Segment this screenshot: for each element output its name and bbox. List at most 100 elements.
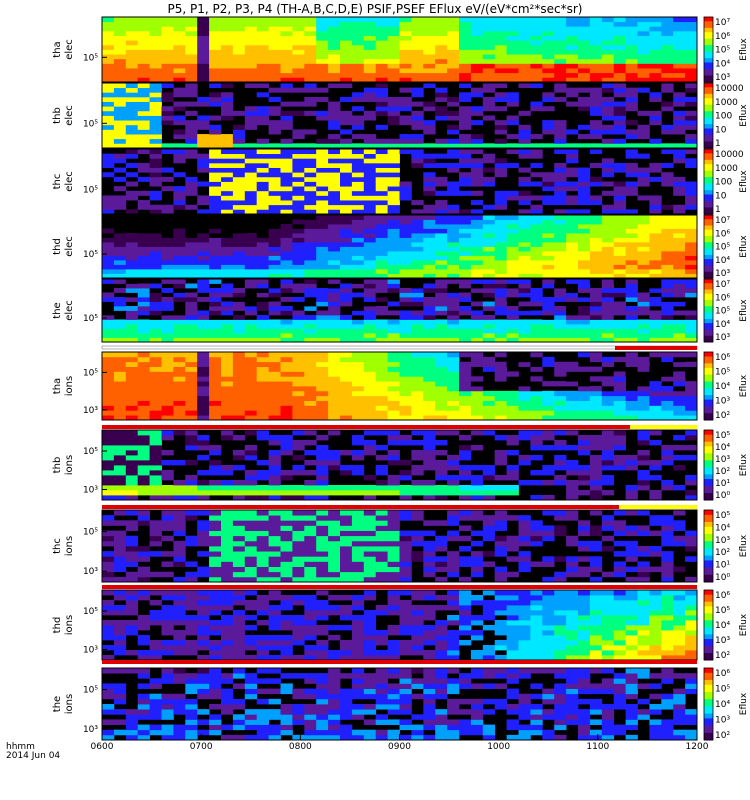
heatmap-cell: [268, 475, 281, 481]
heatmap-cell: [387, 480, 400, 486]
heatmap-cell: [447, 269, 460, 274]
heatmap-cell: [232, 333, 246, 338]
heatmap-cell: [459, 546, 472, 552]
status-bar-red: [615, 346, 697, 350]
heatmap-cell: [185, 255, 198, 261]
heatmap-cell: [578, 251, 591, 256]
heatmap-cell: [530, 58, 543, 64]
colorbar-segment: [704, 460, 713, 464]
heatmap-cell: [256, 44, 269, 50]
colorbar-segment: [704, 497, 713, 501]
heatmap-cell: [506, 415, 519, 421]
heatmap-cell: [601, 455, 615, 461]
heatmap-cell: [554, 430, 567, 436]
heatmap-cell: [149, 172, 162, 178]
heatmap-cell: [161, 520, 174, 526]
heatmap-cell: [387, 158, 400, 164]
heatmap-cell: [113, 260, 127, 265]
heatmap-cell: [649, 209, 662, 215]
heatmap-cell: [256, 390, 269, 397]
heatmap-cell: [125, 124, 139, 130]
heatmap-cell: [304, 68, 317, 74]
heatmap-cell: [292, 255, 305, 261]
heatmap-cell: [161, 209, 174, 215]
heatmap-cell: [209, 77, 222, 83]
heatmap-cell: [506, 120, 519, 126]
heatmap-cell: [304, 356, 317, 363]
heatmap-cell: [280, 83, 293, 89]
heatmap-cell: [125, 319, 139, 325]
heatmap-cell: [613, 110, 626, 116]
heatmap-cell: [459, 415, 472, 421]
heatmap-cell: [661, 260, 674, 265]
heatmap-cell: [566, 381, 579, 387]
heatmap-cell: [459, 58, 472, 64]
heatmap-cell: [411, 21, 424, 27]
heatmap-cell: [601, 490, 615, 496]
heatmap-cell: [209, 143, 222, 149]
heatmap-cell: [494, 571, 507, 578]
colorbar-segment: [704, 327, 713, 330]
heatmap-cell: [113, 237, 127, 243]
heatmap-cell: [447, 167, 460, 173]
heatmap-cell: [256, 195, 269, 201]
heatmap-cell: [637, 87, 650, 93]
heatmap-cell: [221, 153, 234, 159]
heatmap-cell: [221, 251, 234, 256]
heatmap-cell: [506, 190, 519, 196]
heatmap-cell: [387, 556, 400, 562]
heatmap-cell: [328, 269, 341, 274]
heatmap-cell: [221, 576, 234, 583]
heatmap-cell: [625, 30, 638, 36]
heatmap-cell: [244, 273, 258, 279]
heatmap-cell: [256, 255, 269, 261]
heatmap-cell: [601, 21, 615, 27]
heatmap-cell: [197, 356, 210, 363]
heatmap-cell: [351, 209, 365, 215]
heatmap-cell: [351, 72, 365, 78]
heatmap-cell: [304, 153, 317, 159]
heatmap-cell: [173, 430, 186, 436]
heatmap-cell: [340, 195, 353, 201]
heatmap-cell: [149, 460, 162, 466]
heatmap-cell: [542, 30, 555, 36]
heatmap-cell: [256, 490, 269, 496]
heatmap-cell: [363, 269, 377, 274]
heatmap-cell: [589, 228, 603, 234]
heatmap-cell: [423, 561, 436, 567]
heatmap-cell: [256, 26, 269, 32]
heatmap-cell: [340, 337, 353, 343]
heatmap-cell: [102, 485, 115, 491]
heatmap-cell: [256, 400, 269, 406]
heatmap-cell: [601, 181, 615, 187]
heatmap-cell: [125, 17, 139, 23]
heatmap-cell: [197, 445, 210, 451]
heatmap-cell: [197, 26, 210, 32]
heatmap-cell: [340, 301, 353, 307]
heatmap-cell: [554, 149, 567, 155]
heatmap-cell: [221, 92, 234, 98]
heatmap-cell: [637, 333, 650, 338]
heatmap-cell: [447, 124, 460, 130]
heatmap-cell: [637, 301, 650, 307]
heatmap-cell: [470, 333, 484, 338]
heatmap-cell: [637, 530, 650, 537]
heatmap-cell: [351, 405, 365, 411]
heatmap-cell: [363, 390, 377, 397]
heatmap-cell: [661, 395, 674, 401]
heatmap-cell: [423, 376, 436, 382]
heatmap-cell: [542, 246, 555, 252]
heatmap-cell: [292, 337, 305, 343]
heatmap-cell: [221, 301, 234, 307]
heatmap-cell: [221, 17, 234, 23]
heatmap-cell: [649, 176, 662, 182]
heatmap-cell: [459, 96, 472, 102]
heatmap-cell: [113, 63, 127, 69]
heatmap-cell: [649, 440, 662, 446]
heatmap-cell: [304, 209, 317, 215]
heatmap-cell: [256, 167, 269, 173]
heatmap-cell: [185, 319, 198, 325]
heatmap-cell: [459, 405, 472, 411]
heatmap-cell: [268, 167, 281, 173]
